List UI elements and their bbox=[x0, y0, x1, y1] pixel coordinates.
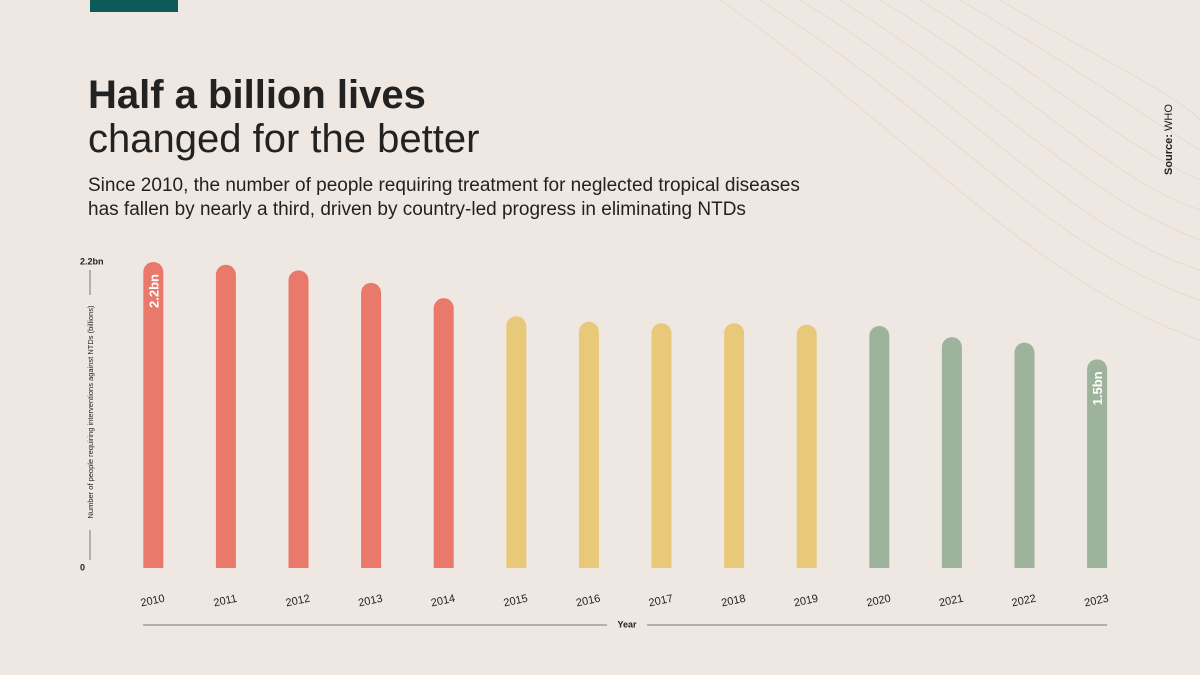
x-tick-label: 2021 bbox=[938, 593, 964, 610]
x-tick-label: 2019 bbox=[793, 593, 819, 610]
data-label: 1.5bn bbox=[1090, 371, 1105, 405]
decoration bbox=[719, 0, 1200, 341]
bar bbox=[215, 264, 236, 568]
x-tick-label: 2016 bbox=[575, 593, 601, 610]
data-label: 2.2bn bbox=[146, 274, 161, 308]
source-value: WHO bbox=[1163, 104, 1175, 131]
x-tick-label: 2017 bbox=[648, 593, 674, 610]
bar bbox=[578, 321, 599, 568]
bar bbox=[796, 324, 817, 568]
x-tick-label: 2018 bbox=[720, 593, 746, 610]
source: Source: WHO bbox=[1163, 104, 1175, 175]
bar bbox=[1087, 359, 1108, 568]
subtitle: has fallen by nearly a third, driven by … bbox=[88, 199, 746, 220]
x-tick-label: 2013 bbox=[357, 593, 383, 610]
subtitle: Since 2010, the number of people requiri… bbox=[88, 175, 800, 196]
bar bbox=[724, 323, 745, 568]
bar bbox=[1014, 342, 1035, 568]
x-tick-label: 2020 bbox=[865, 593, 891, 610]
chart-title-line2: changed for the better bbox=[88, 117, 479, 161]
bar bbox=[361, 282, 382, 568]
x-tick-label: 2022 bbox=[1011, 593, 1037, 610]
chart-title: Half a billion lives bbox=[88, 73, 426, 117]
bar bbox=[433, 298, 454, 568]
x-tick-label: 2023 bbox=[1083, 593, 1109, 610]
x-tick-label: 2015 bbox=[502, 593, 528, 610]
bar bbox=[506, 316, 527, 568]
bar bbox=[143, 262, 164, 568]
header-tab bbox=[90, 0, 178, 12]
bar bbox=[651, 323, 672, 568]
x-tick-label: 2014 bbox=[430, 593, 456, 610]
bar bbox=[869, 325, 890, 568]
x-tick-label: 2011 bbox=[212, 593, 238, 610]
source-label: Source: bbox=[1163, 134, 1175, 175]
x-tick-label: 2010 bbox=[139, 593, 165, 610]
bar bbox=[288, 270, 309, 568]
bar bbox=[941, 337, 962, 568]
y-tick-label: 0 bbox=[80, 562, 85, 572]
y-tick-label: 2.2bn bbox=[80, 256, 104, 266]
y-axis-label: Number of people requiring interventions… bbox=[86, 305, 95, 519]
x-axis-label: Year bbox=[617, 619, 637, 629]
x-tick-label: 2012 bbox=[285, 593, 311, 610]
